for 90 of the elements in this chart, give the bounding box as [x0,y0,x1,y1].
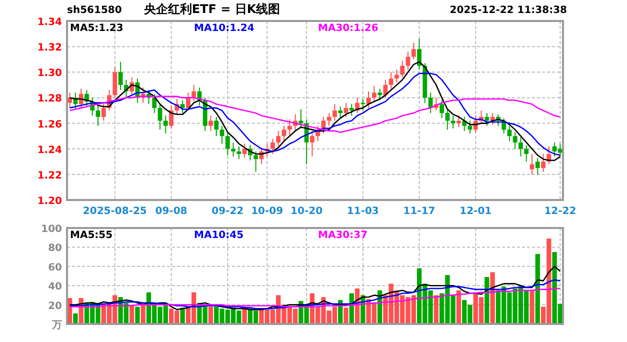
candlestick [180,100,185,114]
text: 2025-12-22 11:38:38 [450,5,568,16]
y-tick-label: 100 [41,224,62,235]
text: MA10:1.24 [194,23,254,34]
candlestick [231,142,236,158]
x-tick-label: 09-08 [155,206,188,217]
y-tick-label: 80 [48,243,62,254]
candlestick [282,125,286,142]
candlestick [400,60,405,78]
candlestick [118,61,123,91]
candlestick [225,133,230,156]
text: MA30:37 [318,230,368,241]
x-tick-label: 09-22 [212,206,244,217]
bar [180,308,185,324]
candlestick [152,93,157,114]
y-tick-label: 1.20 [37,196,62,207]
candlestick [270,138,275,154]
x-tick-label: 10-09 [251,206,284,217]
text: MA5:55 [70,230,113,241]
y-tick-label: 1.28 [37,94,62,105]
candlestick [112,66,118,98]
text: MA30:1.26 [318,23,378,34]
y-tick-label: 1.30 [37,68,62,80]
y-tick-label: 1.34 [37,17,62,28]
candlestick [456,115,461,128]
candlestick [378,88,382,101]
bar [344,308,348,324]
bar [530,290,534,324]
candlestick [276,130,281,147]
bar [208,306,214,324]
candlestick [530,153,534,175]
x-tick-label: 11-17 [403,206,436,217]
candlestick [214,116,219,137]
candlestick [417,38,422,70]
candlestick [535,157,540,175]
candlestick [518,136,523,158]
y-tick-label: 60 [48,262,62,274]
candlestick [406,51,410,70]
x-tick-label: 10-20 [290,206,323,217]
candlestick [298,108,304,129]
candlestick [287,118,292,137]
candlestick [512,132,518,150]
y-tick-label: 万 [51,320,62,331]
candlestick [524,144,529,162]
candlestick [169,104,174,129]
candlestick [394,69,399,83]
bar [135,306,140,324]
line-series [69,288,561,308]
x-tick-label: 12-22 [544,206,576,217]
y-tick-label: 1.32 [37,42,62,54]
candlestick [440,100,444,119]
candlestick [96,104,100,126]
bar [535,254,540,324]
chart-title: 央企红利ETF = 日K线图 [144,2,280,16]
candlestick [349,104,354,116]
bar [490,272,495,324]
candlestick [220,125,224,144]
x-tick-label: 2025-08-25 [82,206,147,217]
x-tick-label: 12-01 [460,206,492,217]
y-tick-label: 1.24 [37,144,62,156]
bar [456,290,462,324]
candlestick [208,115,213,132]
candlestick [310,130,314,158]
y-tick-label: 1.26 [37,119,62,130]
candlestick [332,104,337,122]
text: MA5:1.23 [70,23,124,34]
text: sh561580 [67,5,122,16]
line-series [69,72,561,156]
candlestick [484,112,490,126]
candlestick [388,72,394,90]
bar [434,295,438,324]
candlestick [326,112,332,126]
candlestick [541,153,546,172]
x-tick-label: 11-03 [346,206,379,217]
text: MA10:45 [194,230,244,241]
candlestick [101,102,106,122]
bar [73,313,78,324]
candlestick [507,125,512,142]
line-series [69,266,561,310]
candlestick [163,115,168,134]
candlestick [450,115,456,129]
candlestick [372,86,376,102]
candlestick [236,146,242,160]
y-tick-label: 40 [48,282,62,293]
y-tick-label: 1.22 [37,170,62,182]
candlestick [338,106,343,119]
line-series [69,279,561,310]
candlestick [411,42,416,60]
y-tick-label: 20 [48,300,62,312]
candlestick [254,150,258,172]
